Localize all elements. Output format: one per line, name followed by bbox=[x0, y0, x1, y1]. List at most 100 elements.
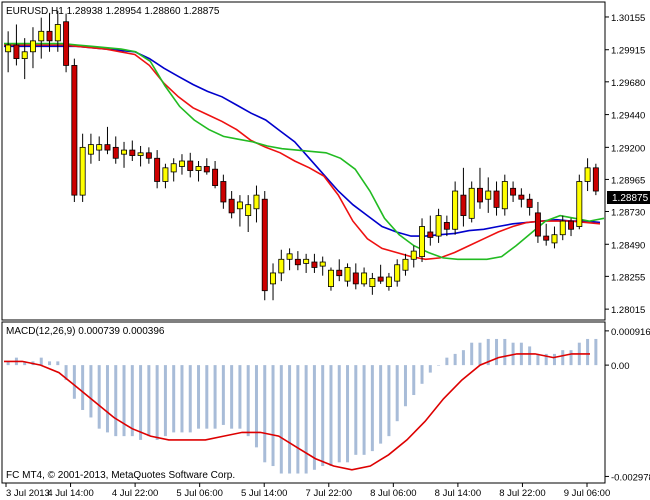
macd-pane[interactable]: 0.000916 0.00 -0.002978 MACD(12,26,9) 0.00… bbox=[1, 321, 650, 484]
candle-body-bear bbox=[510, 187, 517, 196]
candle bbox=[344, 263, 351, 287]
macd-bar bbox=[387, 365, 391, 437]
candle-body-bull bbox=[96, 144, 103, 151]
candle bbox=[352, 263, 359, 290]
price-tick-label: 1.28965 bbox=[611, 175, 645, 186]
candle-body-bull bbox=[121, 149, 127, 155]
candle-body-bear bbox=[261, 198, 268, 292]
price-axis: 1.30155 1.29915 1.29680 1.29440 1.29200 1.289… bbox=[605, 13, 645, 316]
candle bbox=[427, 215, 434, 246]
candle bbox=[203, 158, 210, 175]
candle bbox=[518, 188, 525, 208]
macd-bar bbox=[64, 365, 68, 381]
candle-body-bull bbox=[394, 264, 401, 282]
macd-bar bbox=[544, 353, 548, 366]
macd-bar bbox=[213, 365, 217, 429]
macd-tick-label: 0.000916 bbox=[611, 327, 650, 338]
macd-bar bbox=[48, 361, 52, 366]
candle-body-bull bbox=[303, 258, 310, 264]
candle bbox=[54, 10, 61, 52]
candle-body-bull bbox=[319, 261, 326, 267]
macd-signal bbox=[4, 353, 590, 471]
time-tick-label: 7 Jul 22:00 bbox=[306, 488, 352, 499]
candle bbox=[253, 185, 260, 223]
macd-bar bbox=[81, 365, 85, 410]
candle bbox=[377, 264, 384, 284]
macd-bar bbox=[379, 365, 383, 444]
time-tick-label: 3 Jul 2013 bbox=[6, 488, 50, 499]
candle bbox=[303, 253, 310, 273]
chart-header: EURUSD,H1 1.28938 1.28954 1.28860 1.2887… bbox=[6, 6, 220, 17]
candle bbox=[13, 24, 20, 66]
price-pane-border bbox=[1, 1, 606, 321]
candle bbox=[576, 174, 583, 230]
macd-bar bbox=[337, 365, 341, 463]
candle bbox=[63, 13, 70, 73]
candle-body-bear bbox=[477, 187, 483, 203]
time-tick-label: 4 Jul 22:00 bbox=[112, 488, 158, 499]
candle-body-bear bbox=[13, 44, 20, 60]
macd-bar bbox=[552, 353, 556, 366]
candle-body-bull bbox=[54, 24, 61, 42]
macd-bar bbox=[461, 350, 465, 366]
candle bbox=[559, 215, 566, 241]
candle-body-bear bbox=[460, 194, 467, 217]
macd-bar bbox=[569, 350, 573, 366]
candle-body-bull bbox=[245, 204, 252, 217]
macd-bar bbox=[279, 365, 283, 474]
candle-body-bull bbox=[162, 167, 169, 182]
time-tick-label: 4 Jul 14:00 bbox=[47, 488, 93, 499]
candle bbox=[534, 201, 541, 243]
macd-bar bbox=[238, 365, 242, 429]
candle bbox=[137, 145, 144, 167]
candle bbox=[452, 181, 459, 235]
macd-bar bbox=[296, 365, 300, 474]
candle bbox=[402, 253, 409, 276]
candle-body-bear bbox=[294, 258, 301, 266]
candle-body-bull bbox=[344, 267, 351, 282]
candle bbox=[270, 263, 276, 301]
candle bbox=[336, 259, 343, 282]
candles bbox=[5, 10, 599, 301]
candle bbox=[460, 167, 467, 227]
macd-bar bbox=[205, 365, 209, 429]
candle bbox=[369, 272, 376, 295]
macd-bar bbox=[536, 353, 540, 366]
candle bbox=[551, 226, 558, 249]
macd-pane-border bbox=[1, 321, 606, 484]
macd-bar bbox=[163, 365, 167, 437]
macd-bar bbox=[105, 365, 109, 433]
candle-body-bear bbox=[129, 149, 136, 156]
price-tick-label: 1.28015 bbox=[611, 305, 645, 316]
macd-tick-label: -0.002978 bbox=[611, 472, 650, 483]
candle-body-bull bbox=[361, 272, 368, 285]
candle bbox=[319, 256, 326, 276]
candle-body-bear bbox=[311, 261, 318, 268]
current-price-badge: 1.28875 bbox=[607, 191, 650, 204]
macd-bar bbox=[403, 365, 407, 407]
candle-body-bull bbox=[30, 40, 36, 53]
macd-bar bbox=[445, 357, 449, 366]
copyright-text: FC MT4, © 2001-2013, MetaQuotes Software… bbox=[6, 470, 235, 481]
candle bbox=[162, 163, 169, 189]
candle-body-bear bbox=[71, 65, 78, 196]
candle bbox=[286, 248, 293, 271]
macd-bar bbox=[180, 365, 184, 433]
candle-body-bear bbox=[534, 212, 541, 237]
ma-mid-line bbox=[4, 44, 601, 261]
candle bbox=[228, 191, 235, 219]
candle bbox=[87, 133, 94, 164]
candle bbox=[212, 161, 219, 189]
candle bbox=[245, 195, 252, 232]
candle bbox=[79, 133, 86, 202]
ma-fast-line bbox=[4, 42, 605, 261]
candle-body-bull bbox=[485, 190, 492, 200]
candle bbox=[568, 218, 574, 237]
candle bbox=[145, 147, 152, 164]
candle-body-bear bbox=[112, 146, 119, 159]
price-pane[interactable]: 1.30155 1.29915 1.29680 1.29440 1.29200 1.289… bbox=[1, 1, 650, 321]
candle-body-bull bbox=[468, 187, 475, 219]
macd-bar bbox=[288, 365, 292, 474]
